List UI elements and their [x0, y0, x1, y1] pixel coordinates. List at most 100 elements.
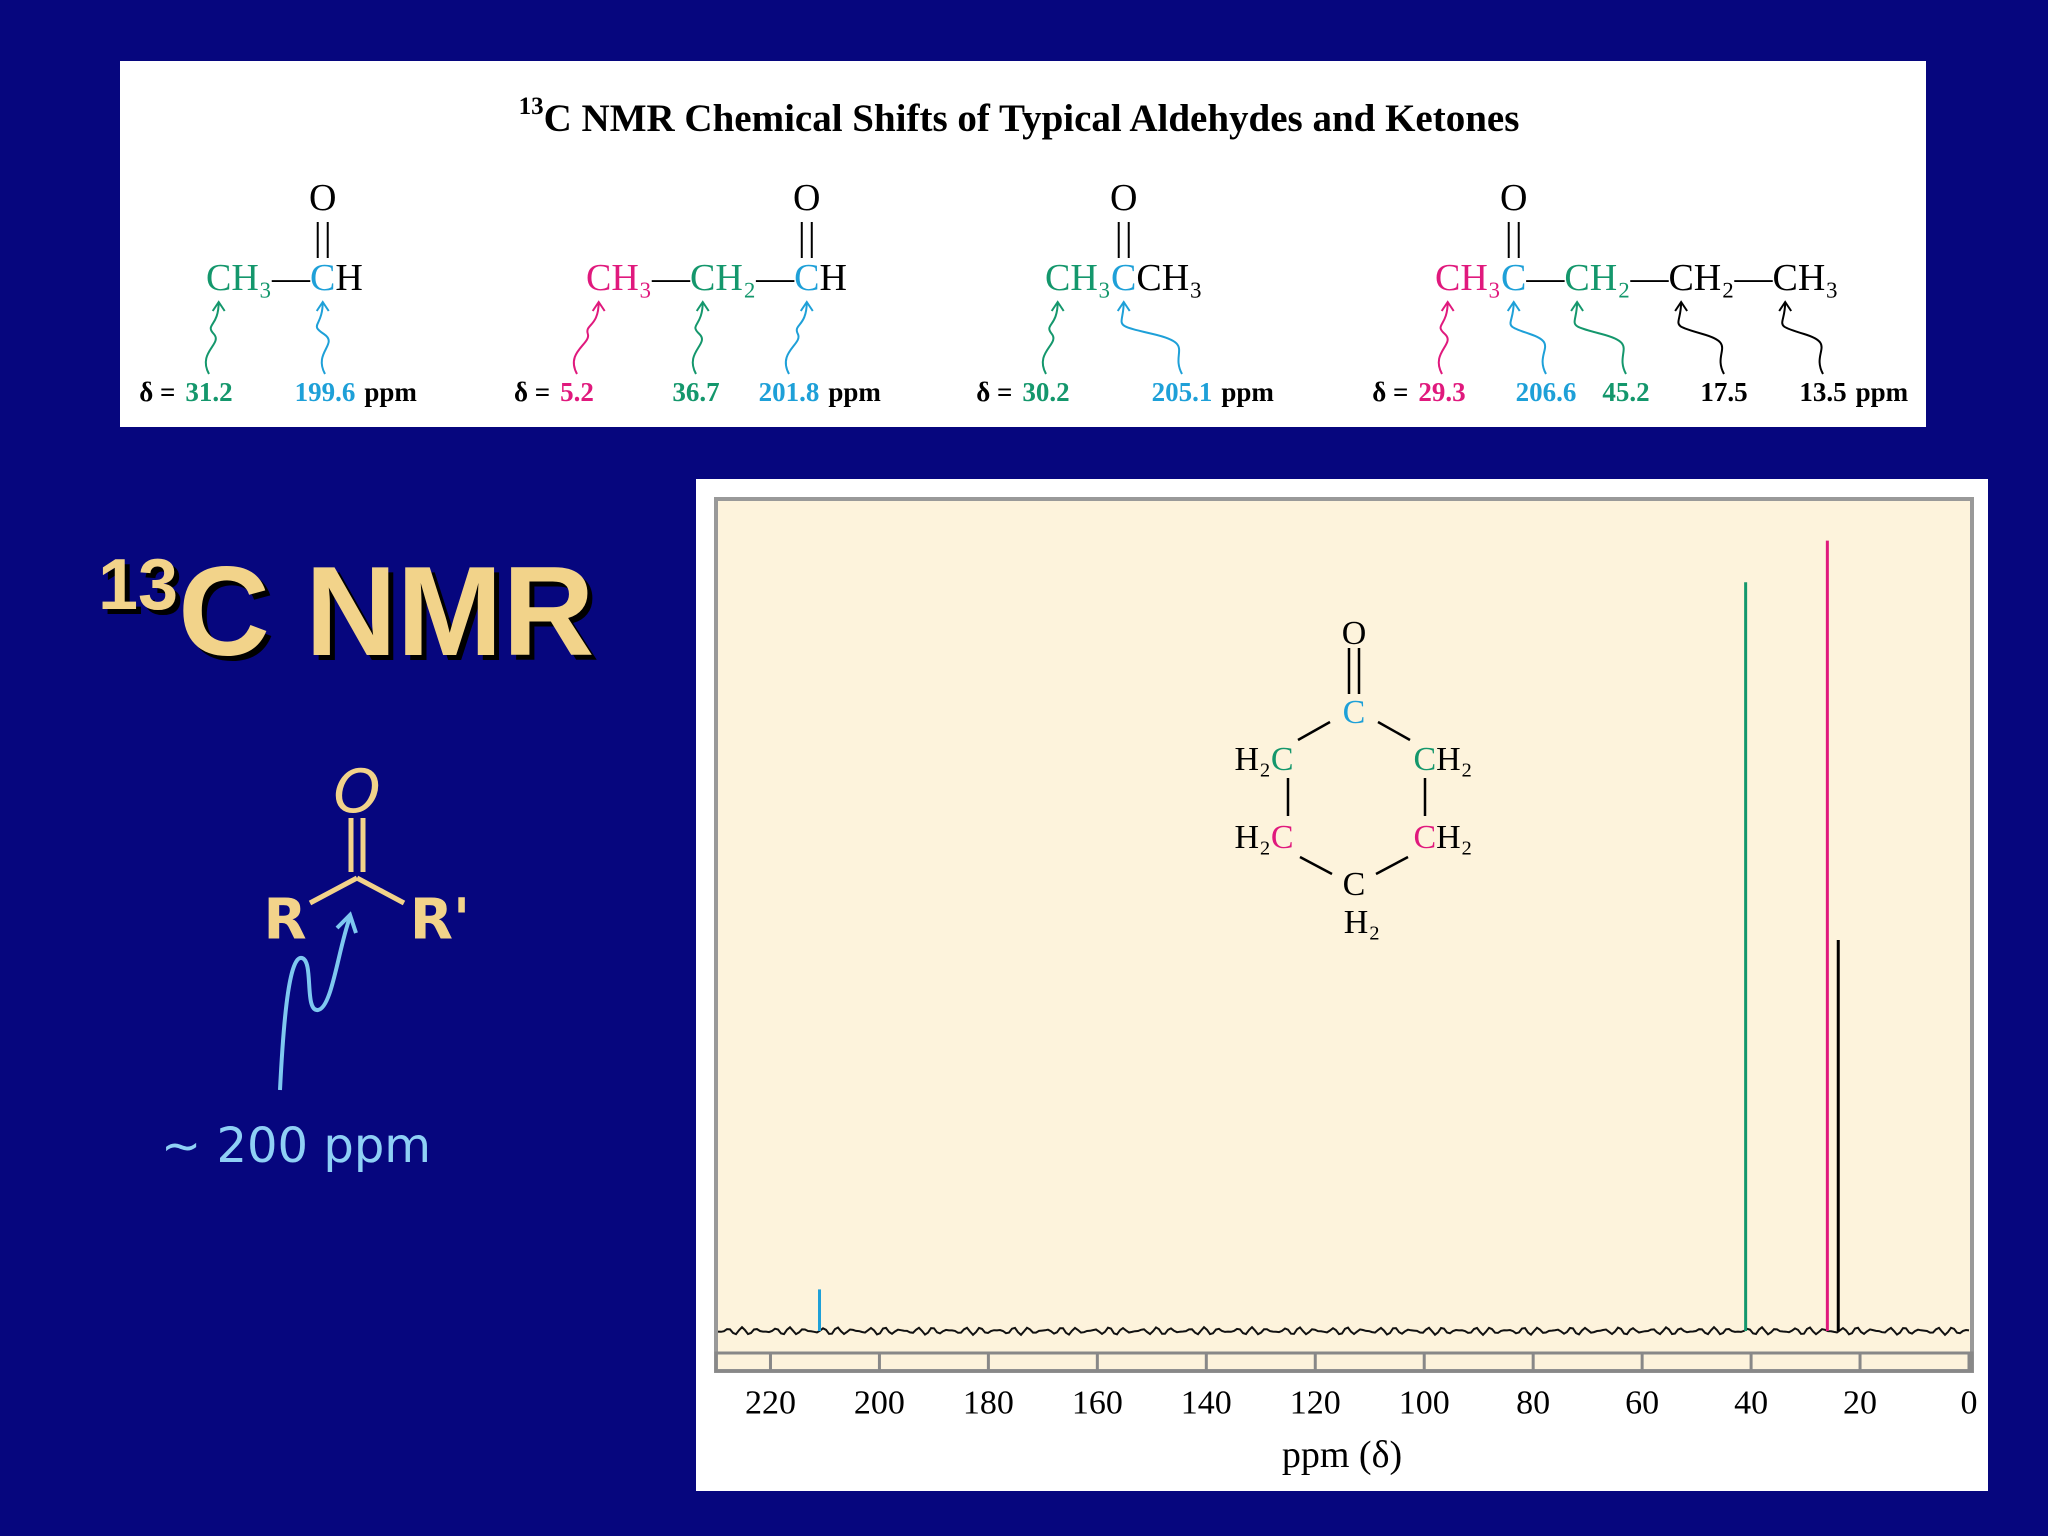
x-tick-label: 220: [745, 1385, 796, 1422]
table-panel: [120, 61, 1926, 427]
x-tick-label: 160: [1072, 1385, 1123, 1422]
formula-piece: C: [310, 257, 335, 299]
formula-piece: CH₃: [1045, 257, 1111, 299]
atom-part: H₂: [1234, 819, 1270, 856]
arrow-head: [1778, 300, 1793, 312]
shift-value: 205.1: [1152, 377, 1213, 407]
formula-piece: C: [794, 257, 819, 299]
shift-arrow: [1509, 301, 1547, 375]
shift-note: ~ 200 ppm: [161, 1118, 431, 1174]
bond: [1377, 720, 1411, 742]
title-text: C NMR Chemical Shifts of Typical Aldehyd…: [544, 97, 1520, 140]
carbonyl-sketch: [308, 818, 406, 906]
bond: [355, 875, 406, 906]
formula-piece: —: [271, 257, 311, 299]
formula-piece: —: [1629, 257, 1669, 299]
arrow-head: [1116, 300, 1131, 312]
oxygen-label: O: [333, 757, 380, 827]
atom-part: C: [1343, 694, 1366, 731]
atom-label: H₂C: [1234, 741, 1293, 778]
x-tick-label: 40: [1734, 1385, 1768, 1422]
axis-ruler: [714, 1351, 1974, 1373]
arrow-head: [1506, 300, 1521, 312]
formula-piece: CH₃: [586, 257, 652, 299]
arrow-head: [335, 911, 358, 934]
formula-piece: CH₃: [1773, 257, 1839, 299]
delta-label: δ =: [976, 377, 1012, 407]
bond: [1375, 855, 1409, 876]
shift-arrow: [573, 301, 600, 375]
slide-title: 13C NMR: [98, 548, 594, 675]
x-tick-label: 20: [1843, 1385, 1877, 1422]
shift-arrow: [315, 301, 330, 375]
pointer-arrow: [278, 916, 352, 1091]
delta-label: δ =: [514, 377, 550, 407]
formula-piece: —: [651, 257, 691, 299]
carbonyl-oxygen: O: [309, 177, 336, 219]
carbonyl-oxygen: O: [1500, 177, 1527, 219]
shift-arrow: [691, 301, 704, 375]
x-axis-label: ppm (δ): [1282, 1434, 1402, 1476]
formula-piece: CH₃: [1136, 257, 1202, 299]
shift-arrow: [785, 301, 808, 375]
unit-label: ppm: [364, 377, 417, 407]
atom-label: O: [1342, 615, 1367, 652]
formula-piece: CH₂: [1564, 257, 1630, 299]
formula-piece: —: [1525, 257, 1565, 299]
formula-piece: —: [755, 257, 795, 299]
formula-piece: CH₂: [1668, 257, 1734, 299]
shift-value: 36.7: [672, 377, 719, 407]
arrow-head: [1440, 300, 1455, 312]
shift-arrow: [204, 301, 220, 375]
bond: [308, 875, 359, 906]
formula-piece: CH₃: [1435, 257, 1501, 299]
unit-label: ppm: [1221, 377, 1274, 407]
delta-label: δ =: [1372, 377, 1408, 407]
atom-label: CH₂: [1413, 741, 1472, 778]
arrow-head: [1570, 300, 1584, 312]
formula-piece: —: [1734, 257, 1774, 299]
table-title: 13C NMR Chemical Shifts of Typical Aldeh…: [519, 93, 1520, 140]
unit-label: ppm: [1856, 377, 1909, 407]
formula: CH₃—CH: [206, 257, 363, 299]
formula-piece: C: [1501, 257, 1526, 299]
x-tick-label: 100: [1399, 1385, 1450, 1422]
shift-arrow: [1041, 301, 1059, 375]
shift-value: 17.5: [1700, 377, 1747, 407]
formula-piece: H: [335, 257, 362, 299]
x-tick-label: 140: [1181, 1385, 1232, 1422]
atom-part: H₂: [1234, 741, 1270, 778]
carbonyl-oxygen: O: [1110, 177, 1137, 219]
atom-part: C: [1271, 819, 1294, 856]
x-tick-label: 120: [1290, 1385, 1341, 1422]
shift-value: 30.2: [1022, 377, 1069, 407]
shift-arrow: [1781, 301, 1824, 375]
x-tick-label: 80: [1516, 1385, 1550, 1422]
title-sup: 13: [519, 93, 544, 120]
arrow-head: [591, 300, 606, 312]
atom-label: C: [1343, 866, 1366, 903]
atom-part: C: [1413, 819, 1436, 856]
arrow-head: [1050, 300, 1065, 312]
x-tick-label: 200: [854, 1385, 905, 1422]
carbonyl-oxygen: O: [793, 177, 820, 219]
atom-part: H₂: [1436, 819, 1472, 856]
unit-label: ppm: [828, 377, 881, 407]
atom-label: C: [1343, 694, 1366, 731]
shift-value: 13.5: [1799, 377, 1846, 407]
atom-label: H₂C: [1234, 819, 1293, 856]
formula-piece: CH₂: [690, 257, 756, 299]
atom-part: C: [1343, 866, 1366, 903]
shift-value: 201.8: [759, 377, 820, 407]
atom-label: H₂: [1344, 904, 1380, 941]
formula-piece: H: [819, 257, 846, 299]
bond: [1297, 720, 1331, 742]
shift-value: 199.6: [295, 377, 356, 407]
arrow-head: [211, 300, 226, 312]
arrow-head: [695, 300, 710, 312]
shift-value: 31.2: [185, 377, 232, 407]
bond: [1299, 855, 1333, 876]
